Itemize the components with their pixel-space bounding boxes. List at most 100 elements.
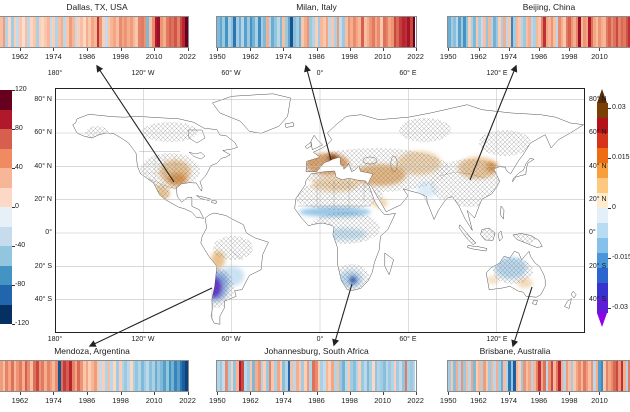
tick-mark [508,48,510,51]
year-stripe [570,361,573,391]
colorbar-tick-mark [12,129,15,130]
year-axis: 1962 1974 1986 1998 2010 2022 [0,396,196,406]
year-stripe [44,361,47,391]
year-stripe [328,361,332,391]
year-stripe [331,361,334,391]
latitude-label-right: 20° N [589,196,607,203]
year-stripe [66,361,69,391]
year-stripe [5,361,9,391]
year-stripe [366,361,370,391]
latitude-label-left: 40° N [34,163,52,170]
year-stripe [628,361,630,391]
year-stripe [35,361,39,391]
warming-stripes [216,16,417,48]
year-stripe [555,361,558,391]
year-stripe [352,17,356,47]
longitude-label-bottom: 0° [316,336,324,343]
year-stripe [151,17,155,47]
year-stripe [88,361,92,391]
year-stripe [523,361,526,391]
year-stripe [2,17,6,47]
year-stripe [620,17,623,47]
year-tick-label: 1998 [112,52,129,61]
sulawesi [497,230,503,242]
year-stripe [236,361,239,391]
year-stripe [475,361,478,391]
tick-mark [569,392,571,395]
year-stripe [580,17,583,47]
year-stripe [610,361,613,391]
year-stripe [252,361,256,391]
tick-mark [382,392,384,395]
year-stripe [118,361,122,391]
year-stripe [518,361,521,391]
hatched-region-central-africa [310,212,380,244]
year-stripe [260,361,264,391]
year-tick-label: 2010 [145,52,163,61]
year-stripe [366,17,370,47]
year-stripe [410,361,413,391]
year-stripe [219,17,223,47]
tick-mark [448,392,450,395]
year-stripe [342,361,345,391]
year-stripe [595,17,598,47]
year-stripe [284,17,288,47]
panel-title: Milan, Italy [296,2,337,12]
year-stripe [473,361,476,391]
year-stripe [350,361,353,391]
world-map [55,88,585,333]
year-stripe [465,361,468,391]
year-stripe [377,361,381,391]
tick-mark [478,392,480,395]
colorbar-cell [597,178,608,193]
warming-stripes [447,360,630,392]
year-stripe [565,17,568,47]
year-stripe [500,361,503,391]
year-stripe [10,17,14,47]
year-stripe [279,361,283,391]
year-stripe [71,17,75,47]
year-stripe [165,361,169,391]
year-stripe [508,17,511,47]
year-stripe [63,17,67,47]
longitude-label-bottom: 60° E [399,336,417,343]
philippines [500,205,505,220]
year-stripe [163,17,166,47]
year-tick-label: 2022 [407,52,424,61]
year-stripe [331,17,334,47]
year-stripe [102,361,105,391]
year-stripe [138,361,141,391]
year-stripe [104,361,108,391]
year-stripe [91,17,94,47]
year-stripe [450,361,453,391]
year-stripe [135,17,139,47]
colorbar-cell [0,207,12,227]
year-stripe [550,17,553,47]
year-stripe [185,361,188,391]
latitude-label-left: 60° N [34,129,52,136]
tick-mark [415,48,417,51]
colorbar-cell [597,283,608,298]
year-stripe [352,361,356,391]
year-stripe [82,17,86,47]
year-stripe [217,361,220,391]
year-stripe [396,361,400,391]
year-stripe [488,361,491,391]
year-stripe [255,361,258,391]
year-stripe [21,361,25,391]
warming-stripes [0,360,189,392]
year-stripe [71,361,75,391]
year-stripe [323,361,326,391]
iceland [284,122,295,128]
year-stripe [284,361,288,391]
year-stripe [385,17,389,47]
year-stripe [38,17,42,47]
year-stripe [523,17,526,47]
year-stripe [369,361,372,391]
colorbar-left-tick-label: 120 [15,86,27,93]
year-tick-label: 1974 [45,396,62,405]
year-stripe [268,361,272,391]
year-axis: 1950 1962 1974 1986 1998 2010 2022 [209,396,424,406]
panel-title: Brisbane, Australia [479,346,551,356]
year-stripe [508,361,511,391]
